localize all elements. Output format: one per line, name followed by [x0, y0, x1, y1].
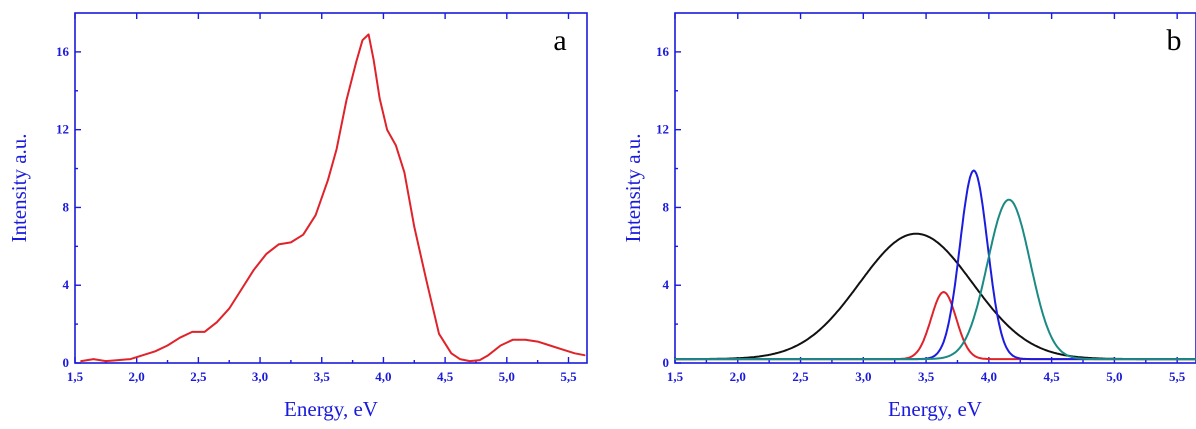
x-tick-label: 4,0: [375, 369, 391, 384]
y-tick-label: 4: [63, 277, 70, 292]
series-group: [80, 33, 586, 363]
y-tick-label: 12: [656, 122, 669, 137]
x-tick-label: 5,0: [499, 369, 515, 384]
x-axis-title: Energy, eV: [888, 397, 982, 421]
panel-label: a: [553, 24, 566, 57]
chart-panel-a: 1,5 2,0 2,5 3,0 3,5 4,0 4,5 5,0 5,5 0 4 8 12 16 a En…: [7, 12, 588, 421]
series-line-2: [674, 169, 1196, 361]
x-tick-label: 3,0: [855, 369, 871, 384]
y-tick-label: 12: [56, 122, 69, 137]
x-tick-label: 1,5: [667, 369, 684, 384]
y-tick-label: 0: [663, 355, 670, 370]
x-axis-ticks: 1,5 2,0 2,5 3,0 3,5 4,0 4,5 5,0 5,5: [667, 13, 1186, 384]
x-tick-label: 2,0: [730, 369, 746, 384]
plot-frame: [74, 12, 588, 364]
x-tick-label: 3,5: [314, 369, 331, 384]
x-tick-label: 1,5: [67, 369, 84, 384]
y-tick-label: 8: [63, 199, 70, 214]
x-tick-label: 2,5: [792, 369, 809, 384]
series-line-3: [674, 198, 1196, 361]
series-line-0: [80, 33, 586, 363]
y-axis-title: Intensity a.u.: [7, 133, 31, 242]
y-axis-ticks: 0 4 8 12 16: [656, 44, 681, 370]
series-line-1: [674, 291, 1196, 361]
panel-label: b: [1167, 24, 1182, 57]
plot-frame: [674, 12, 1196, 364]
y-axis-title: Intensity a.u.: [621, 133, 645, 242]
x-tick-label: 4,0: [981, 369, 997, 384]
series-group: [674, 169, 1196, 361]
x-axis-ticks: 1,5 2,0 2,5 3,0 3,5 4,0 4,5 5,0 5,5: [67, 13, 577, 384]
x-tick-label: 2,5: [190, 369, 207, 384]
x-tick-label: 4,5: [437, 369, 454, 384]
x-tick-label: 2,0: [129, 369, 145, 384]
x-tick-label: 5,5: [560, 369, 577, 384]
series-line-0: [674, 232, 1196, 361]
y-tick-label: 0: [63, 355, 70, 370]
x-tick-label: 3,5: [918, 369, 935, 384]
y-tick-label: 16: [56, 44, 70, 59]
x-tick-label: 5,5: [1169, 369, 1186, 384]
y-tick-label: 8: [663, 199, 670, 214]
y-tick-label: 4: [663, 277, 670, 292]
y-tick-label: 16: [656, 44, 670, 59]
chart-panel-b: 1,5 2,0 2,5 3,0 3,5 4,0 4,5 5,0 5,5 0 4 8 12 16 b En…: [621, 12, 1196, 421]
x-axis-title: Energy, eV: [284, 397, 378, 421]
x-tick-label: 4,5: [1044, 369, 1061, 384]
y-axis-ticks: 0 4 8 12 16: [56, 44, 81, 370]
x-tick-label: 5,0: [1106, 369, 1122, 384]
x-tick-label: 3,0: [252, 369, 268, 384]
